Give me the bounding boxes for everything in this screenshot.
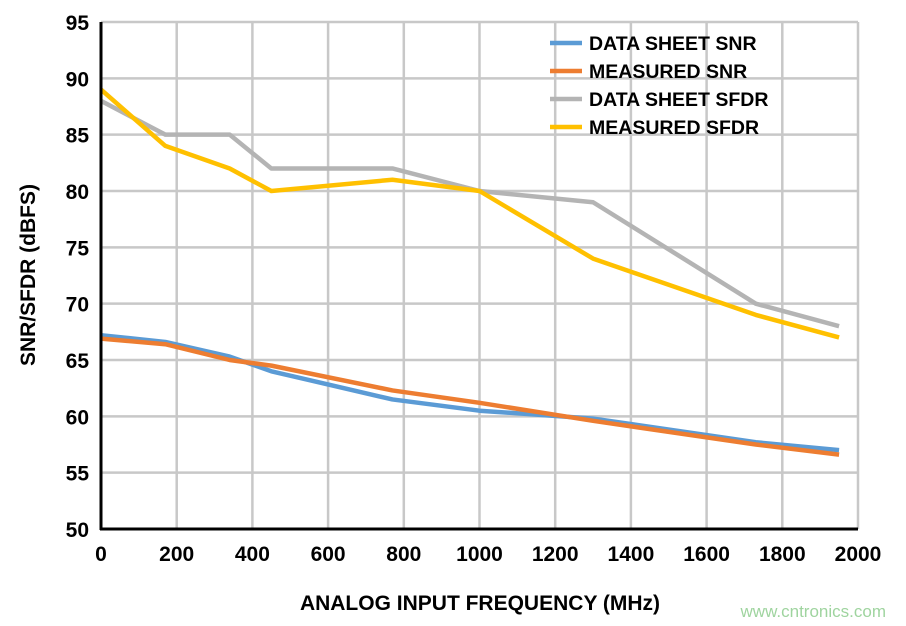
legend-label: MEASURED SNR: [589, 61, 747, 83]
y-tick-label: 60: [66, 406, 89, 429]
x-tick-label: 1000: [456, 543, 503, 566]
x-tick-label: 1800: [759, 543, 806, 566]
y-tick-label: 80: [66, 181, 89, 204]
series-line-measured-sfdr: [99, 87, 840, 340]
y-tick-label: 65: [66, 350, 90, 373]
x-tick-label: 2000: [835, 543, 882, 566]
y-tick-label: 90: [66, 68, 89, 91]
y-tick-label: 70: [66, 294, 89, 317]
legend: DATA SHEET SNR MEASURED SNR DATA SHEET SFD…: [550, 33, 768, 139]
x-tick-label: 1200: [532, 543, 579, 566]
series-line-measured-snr: [100, 336, 840, 457]
series-line-data-sheet-snr: [100, 332, 840, 453]
series-line-data-sheet-sfdr: [99, 98, 840, 329]
y-tick-label: 55: [66, 463, 90, 486]
y-tick-label: 85: [66, 125, 90, 148]
x-tick-label: 0: [95, 543, 107, 566]
y-axis-label: SNR/SFDR (dBFS): [17, 184, 40, 366]
series-lines: [99, 87, 840, 457]
legend-label: DATA SHEET SNR: [589, 33, 757, 55]
y-tick-label: 50: [66, 519, 89, 542]
legend-label: MEASURED SFDR: [589, 117, 759, 139]
x-tick-label: 200: [159, 543, 194, 566]
x-tick-label: 600: [311, 543, 346, 566]
x-axis-label: ANALOG INPUT FREQUENCY (MHz): [300, 592, 660, 615]
watermark: www.cntronics.com: [740, 602, 886, 621]
y-tick-label: 95: [66, 12, 90, 35]
axes: [99, 22, 858, 531]
tick-labels: 0 200 400 600 800 1000 1200 1400 1600 1800 2000 50 5…: [66, 12, 882, 566]
x-tick-label: 1600: [683, 543, 730, 566]
x-tick-label: 800: [386, 543, 421, 566]
x-tick-label: 400: [235, 543, 270, 566]
x-tick-label: 1400: [608, 543, 655, 566]
legend-label: DATA SHEET SFDR: [589, 89, 768, 111]
y-tick-label: 75: [66, 237, 90, 260]
